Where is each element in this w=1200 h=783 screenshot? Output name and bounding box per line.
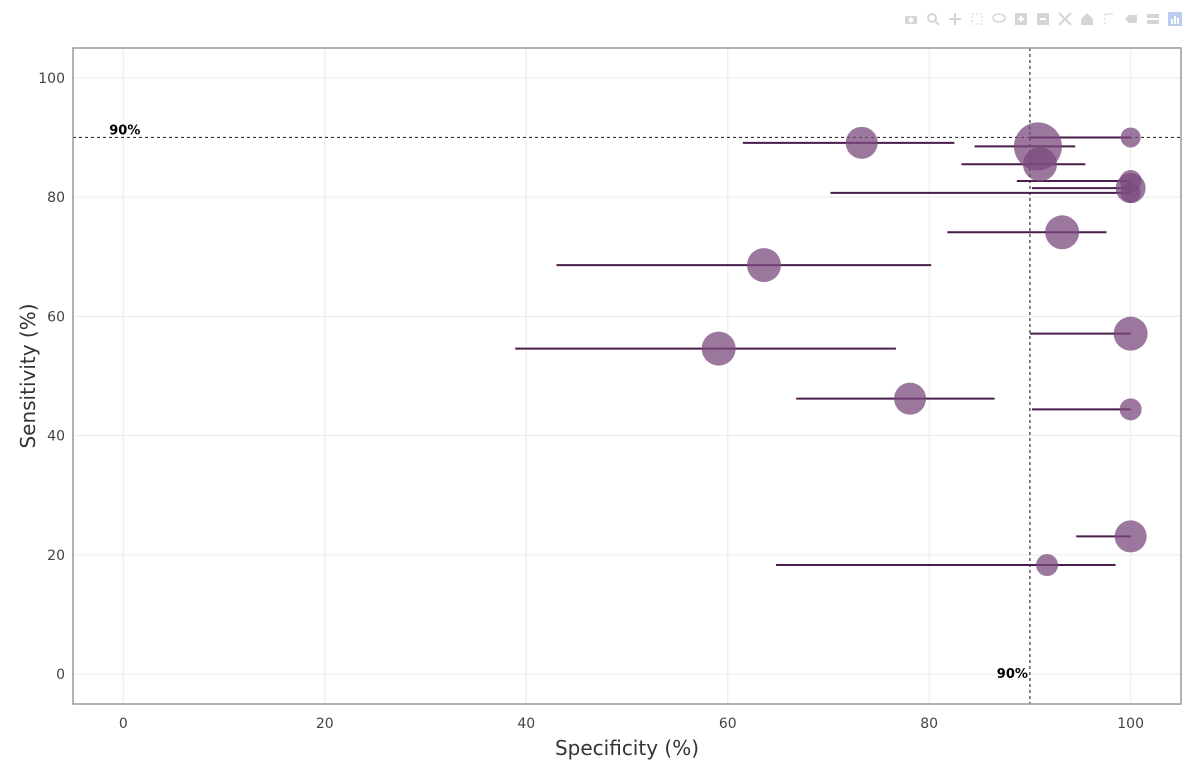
data-point[interactable] bbox=[1113, 316, 1148, 351]
data-point[interactable] bbox=[1120, 182, 1141, 203]
data-point[interactable] bbox=[1022, 147, 1057, 182]
y-tick-label: 100 bbox=[38, 71, 65, 87]
camera-icon[interactable] bbox=[902, 10, 920, 28]
y-axis-title: Sensitivity (%) bbox=[16, 303, 40, 448]
specificity-reference-label: 90% bbox=[997, 667, 1028, 682]
zoom-icon[interactable] bbox=[924, 10, 942, 28]
tick-labels: 0 20 40 60 80 100 0 20 40 60 80 100 bbox=[38, 71, 1144, 732]
data-point[interactable] bbox=[1045, 215, 1080, 250]
reference-lines: 90% 90% bbox=[73, 48, 1181, 704]
plot-frame bbox=[72, 47, 1182, 705]
hover-compare-icon[interactable] bbox=[1144, 10, 1162, 28]
x-axis-title: Specificity (%) bbox=[555, 736, 699, 760]
data-point[interactable] bbox=[746, 248, 781, 283]
data-point[interactable] bbox=[1119, 398, 1142, 421]
y-tick-label: 20 bbox=[47, 548, 65, 564]
box-select-icon[interactable] bbox=[968, 10, 986, 28]
y-tick-label: 0 bbox=[56, 667, 65, 683]
sensitivity-reference-label: 90% bbox=[109, 123, 140, 138]
modebar bbox=[902, 10, 1184, 28]
data-point[interactable] bbox=[1120, 127, 1141, 148]
hover-closest-icon[interactable] bbox=[1122, 10, 1140, 28]
data-points[interactable] bbox=[701, 122, 1148, 577]
grid bbox=[73, 48, 1181, 704]
data-point[interactable] bbox=[894, 382, 927, 415]
data-point[interactable] bbox=[1036, 554, 1059, 577]
y-tick-label: 40 bbox=[47, 429, 65, 445]
pan-icon[interactable] bbox=[946, 10, 964, 28]
x-tick-label: 0 bbox=[119, 716, 128, 732]
autoscale-icon[interactable] bbox=[1056, 10, 1074, 28]
data-point[interactable] bbox=[845, 126, 878, 159]
x-tick-label: 100 bbox=[1117, 716, 1144, 732]
x-tick-label: 60 bbox=[719, 716, 737, 732]
x-tick-label: 20 bbox=[316, 716, 334, 732]
y-tick-label: 80 bbox=[47, 190, 65, 206]
zoom-out-icon[interactable] bbox=[1034, 10, 1052, 28]
plotly-logo-icon[interactable] bbox=[1166, 10, 1184, 28]
home-icon[interactable] bbox=[1078, 10, 1096, 28]
x-tick-label: 80 bbox=[920, 716, 938, 732]
confidence-intervals bbox=[515, 136, 1131, 567]
lasso-icon[interactable] bbox=[990, 10, 1008, 28]
y-tick-label: 60 bbox=[47, 309, 65, 325]
data-point[interactable] bbox=[1114, 520, 1147, 553]
x-tick-label: 40 bbox=[517, 716, 535, 732]
zoom-in-icon[interactable] bbox=[1012, 10, 1030, 28]
spike-lines-icon[interactable] bbox=[1100, 10, 1118, 28]
data-point[interactable] bbox=[701, 331, 736, 366]
